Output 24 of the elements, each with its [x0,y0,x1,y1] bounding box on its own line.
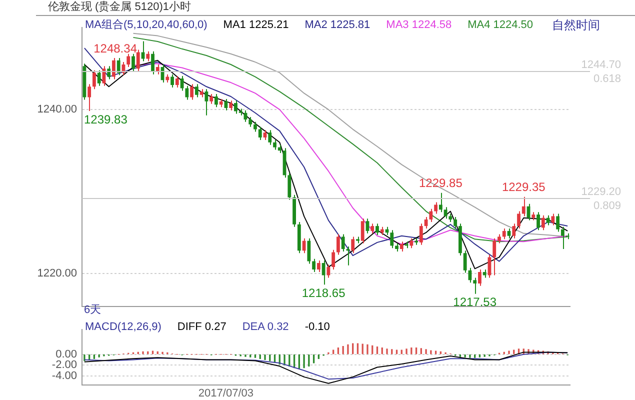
annotation: 1229.85 [418,176,463,190]
chart-title: 伦敦金现 (贵金属 5120)1小时 [48,1,192,14]
text: DEA 0.32 [242,321,289,333]
annotation: 自然时间 [552,18,600,32]
text: MA4 1224.50 [468,19,534,31]
y-tick-label: -2.00 [52,359,77,372]
annotation: 6天 [84,304,102,317]
text: MA1 1225.21 [223,19,289,31]
annotation: 1239.83 [84,112,128,126]
chart-title: MACD(12,26,9) [85,321,162,333]
y-tick-label: 1220.00 [37,268,77,280]
annotation: -0.10 [304,321,330,333]
x-tick-label: 2017/07/03 [198,388,254,400]
y-tick-label: -4.00 [52,370,77,382]
annotation: 1229.35 [502,180,546,194]
annotation: 1248.34 [94,42,138,56]
y-tick-label: 0.00 [56,348,77,360]
text: MA2 1225.81 [304,19,370,31]
y-tick-label: 1240.00 [37,104,77,116]
text: DIFF 0.27 [177,321,226,333]
annotation: 1217.53 [453,295,497,310]
legend-title: MA组合(5,10,20,40,60,0) [85,19,208,31]
annotation: 1218.65 [302,286,346,300]
text: MA3 1224.58 [386,19,452,31]
